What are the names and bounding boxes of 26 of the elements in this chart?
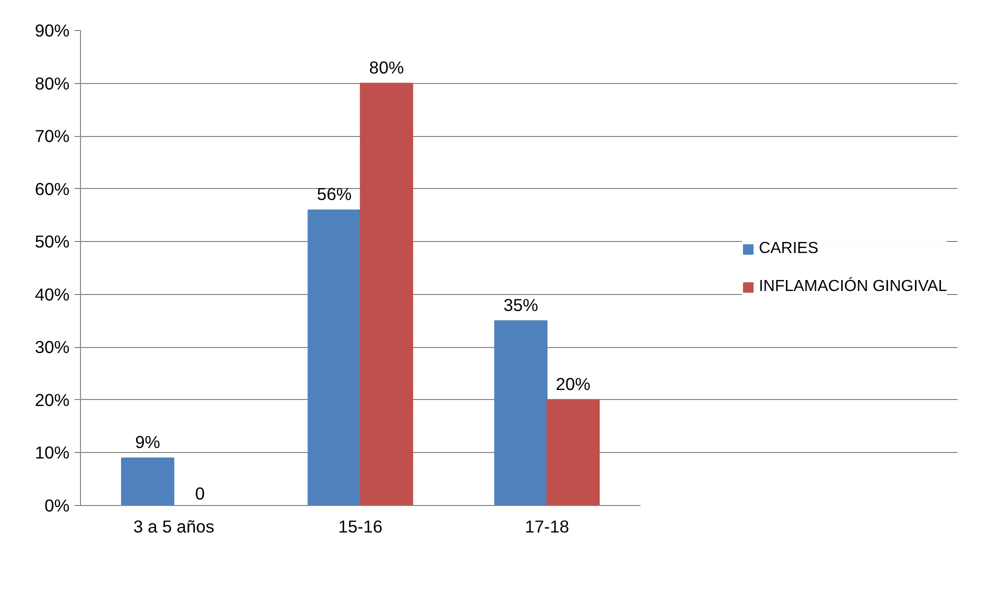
- y-tick-label: 60%: [34, 178, 70, 199]
- legend-label: CARIES: [758, 240, 818, 258]
- bar: [360, 82, 414, 506]
- data-label: 56%: [316, 184, 352, 204]
- y-tick-label: 90%: [34, 20, 70, 40]
- bar: [546, 399, 600, 506]
- data-label: 35%: [504, 294, 538, 315]
- y-tick-label: 40%: [34, 284, 70, 304]
- x-tick-label: 17-18: [524, 516, 570, 536]
- bar: [494, 320, 548, 506]
- legend-label: INFLAMACIÓN GINGIVAL: [758, 278, 947, 296]
- x-tick-label: 15-16: [338, 516, 383, 536]
- data-label: 20%: [556, 374, 590, 394]
- y-tick-label: 50%: [34, 232, 70, 252]
- x-tick-label: 3 a 5 años: [133, 516, 215, 536]
- y-tick-label: 30%: [34, 337, 70, 358]
- data-label: 0: [195, 484, 205, 504]
- bar: [308, 209, 361, 506]
- y-tick-label: 10%: [34, 442, 70, 463]
- data-label: 9%: [135, 432, 160, 452]
- y-tick-label: 20%: [34, 390, 70, 410]
- y-tick-label: 80%: [34, 73, 70, 94]
- data-label: 80%: [369, 57, 404, 78]
- y-tick-label: 70%: [34, 126, 70, 146]
- y-tick-label: 0%: [44, 496, 70, 516]
- bar: [121, 458, 174, 506]
